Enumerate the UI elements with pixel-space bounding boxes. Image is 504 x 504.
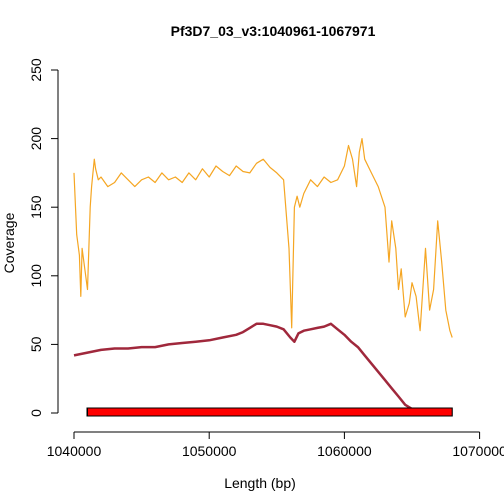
y-tick-label: 50: [28, 336, 44, 352]
region-bar: [86, 407, 453, 417]
x-tick-label: 1060000: [317, 443, 372, 459]
y-axis: 0 50 100 150 200 250: [28, 58, 59, 417]
y-tick-label: 250: [28, 58, 44, 82]
chart-title: Pf3D7_03_v3:1040961-1067971: [171, 23, 376, 39]
x-tick-label: 1050000: [182, 443, 237, 459]
x-tick-label: 1040000: [47, 443, 102, 459]
plot-series: [73, 138, 453, 415]
y-axis-label: Coverage: [1, 212, 17, 273]
y-tick-label: 0: [28, 409, 44, 417]
x-axis-label: Length (bp): [224, 475, 296, 491]
x-tick-label: 1070000: [452, 443, 504, 459]
region-fill: [87, 407, 453, 417]
y-tick-label: 100: [28, 264, 44, 288]
x-axis: 1040000 1050000 1060000 1070000: [47, 431, 504, 459]
y-tick-label: 150: [28, 195, 44, 219]
y-tick-label: 200: [28, 127, 44, 151]
series-line-2: [73, 322, 453, 415]
series-line-1: [73, 138, 453, 338]
